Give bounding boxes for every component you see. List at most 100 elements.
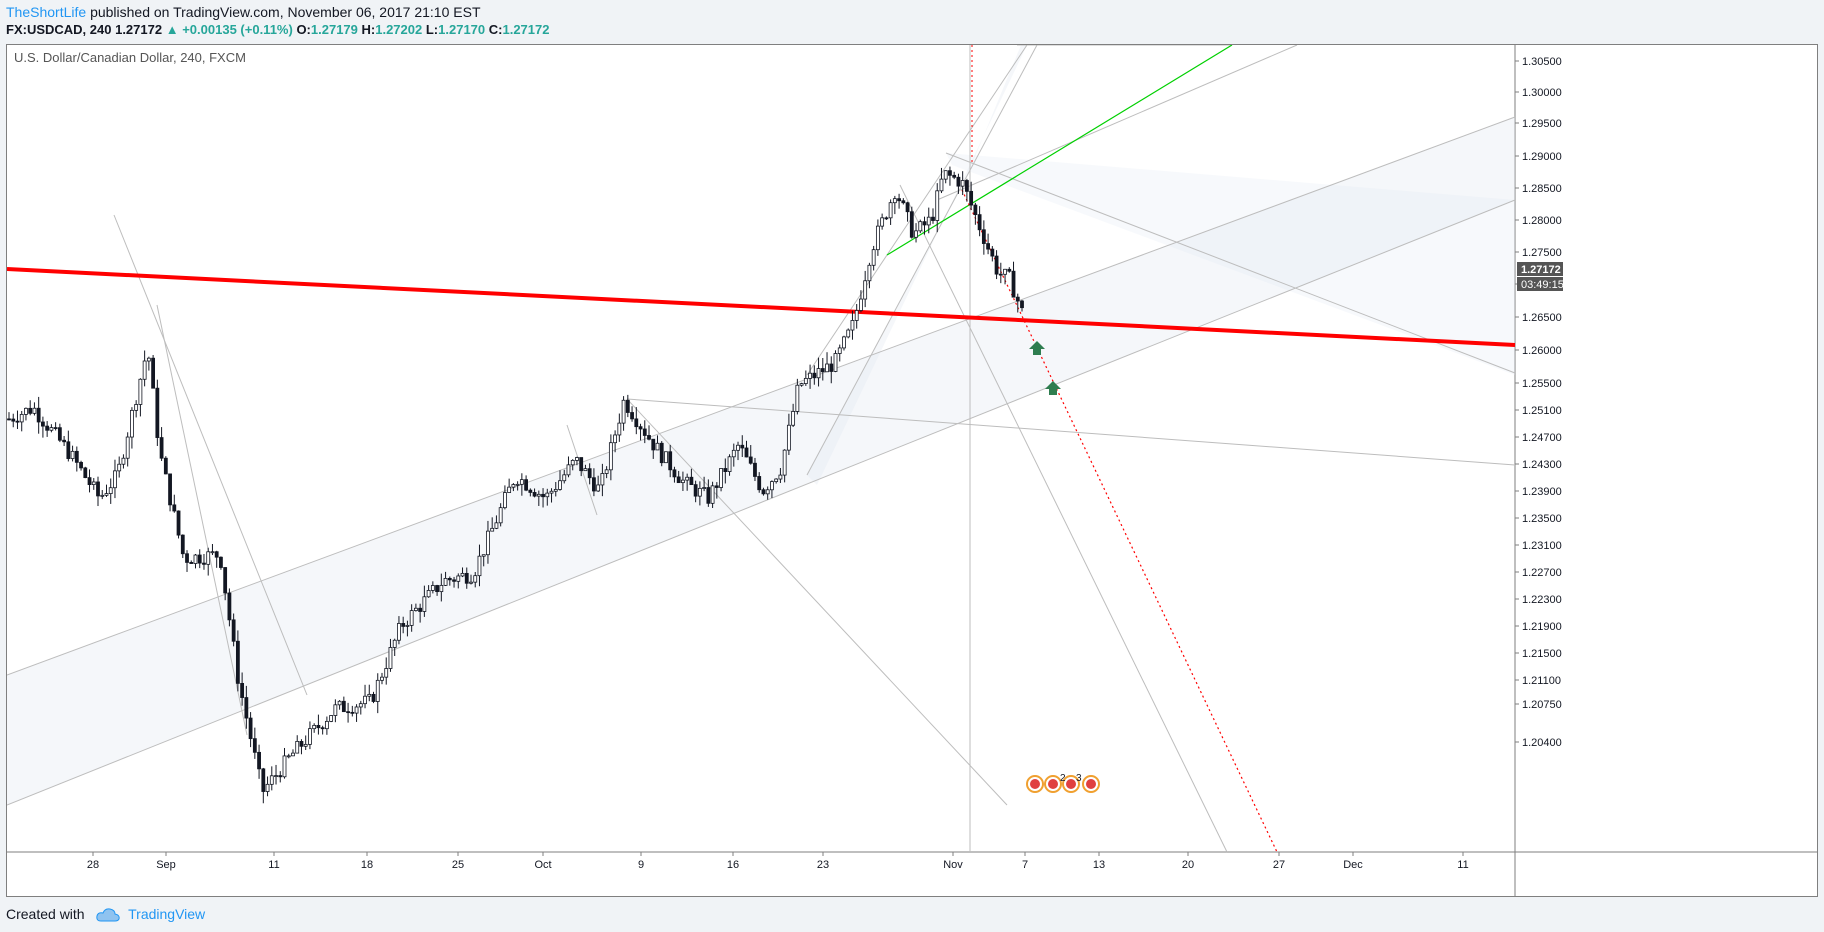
event-count-1: 3 xyxy=(1076,773,1082,784)
steep-channel-fill xyxy=(807,45,1027,485)
candle-body-161 xyxy=(689,476,694,486)
candle-body-134 xyxy=(575,457,579,461)
candle-body-30 xyxy=(134,404,139,411)
footer: Created with TradingView xyxy=(6,906,205,926)
author-link[interactable]: TheShortLife xyxy=(6,4,87,20)
candle-body-204 xyxy=(871,249,876,266)
candle-body-175 xyxy=(748,456,753,464)
candle-body-82 xyxy=(354,706,359,714)
candle-body-60 xyxy=(261,768,266,792)
candle-body-122 xyxy=(524,479,528,491)
candle-body-150 xyxy=(642,428,647,436)
candle-body-158 xyxy=(676,476,681,484)
y-tick-label-3: 1.29000 xyxy=(1522,151,1562,163)
candle-body-168 xyxy=(719,468,723,488)
candle-body-29 xyxy=(130,409,134,438)
candle-body-101 xyxy=(435,585,439,593)
candle-body-78 xyxy=(337,700,342,706)
candle-body-162 xyxy=(693,484,698,497)
candle-body-54 xyxy=(235,640,240,684)
candle-body-131 xyxy=(562,474,567,482)
candle-body-187 xyxy=(799,383,804,386)
y-tick-label-23: 1.20400 xyxy=(1522,737,1562,749)
x-tick-label-3: 18 xyxy=(361,859,373,871)
candle-body-86 xyxy=(371,693,376,702)
candle-body-12 xyxy=(57,427,62,441)
candle-body-215 xyxy=(918,221,923,232)
candle-body-37 xyxy=(163,457,168,475)
candle-body-53 xyxy=(231,619,236,642)
open-value: 1.27179 xyxy=(310,22,358,37)
candle-body-98 xyxy=(422,596,427,612)
x-tick-label-11: 13 xyxy=(1093,859,1105,871)
candle-body-180 xyxy=(770,481,774,491)
publish-info: TheShortLife published on TradingView.co… xyxy=(6,4,481,20)
candle-body-25 xyxy=(113,470,117,489)
candle-body-188 xyxy=(803,377,808,384)
y-tick-label-12: 1.24700 xyxy=(1522,432,1562,444)
candle-body-142 xyxy=(608,442,613,471)
main-channel-fill xyxy=(7,117,1515,805)
chart-area[interactable]: U.S. Dollar/Canadian Dollar, 240, FXCM 23… xyxy=(6,44,1818,897)
candle-body-182 xyxy=(778,474,783,480)
candle-body-91 xyxy=(392,639,397,648)
y-tick-label-8: 1.26500 xyxy=(1522,312,1562,324)
candle-body-49 xyxy=(214,551,219,558)
candle-body-211 xyxy=(901,200,906,204)
candle-body-176 xyxy=(753,462,757,477)
high-value: 1.27202 xyxy=(375,22,423,37)
candle-body-6 xyxy=(32,407,37,414)
candle-body-112 xyxy=(481,554,486,557)
candle-body-164 xyxy=(702,487,707,489)
candle-body-118 xyxy=(507,486,512,493)
x-tick-label-6: 9 xyxy=(638,859,644,871)
candle-body-38 xyxy=(168,473,172,506)
candle-body-22 xyxy=(100,494,105,497)
candle-body-197 xyxy=(842,336,846,349)
candle-body-55 xyxy=(240,683,245,698)
candle-body-214 xyxy=(914,230,918,238)
candle-body-126 xyxy=(541,493,545,498)
candle-body-7 xyxy=(36,407,41,423)
candle-body-226 xyxy=(964,180,969,192)
change-up-icon: ▲ xyxy=(165,22,179,37)
symbol-info: FX:USDCAD, 240 1.27172 ▲ +0.00135 (+0.11… xyxy=(6,22,549,38)
candle-body-99 xyxy=(426,590,431,598)
candle-body-103 xyxy=(443,577,448,586)
candle-body-163 xyxy=(697,487,702,497)
candle-body-77 xyxy=(333,704,338,716)
candle-body-3 xyxy=(19,414,24,423)
candle-body-179 xyxy=(765,489,770,495)
candle-body-123 xyxy=(528,489,533,493)
candle-body-111 xyxy=(477,555,482,577)
candle-body-196 xyxy=(837,347,842,354)
candle-body-113 xyxy=(486,530,490,556)
candle-body-129 xyxy=(553,489,558,492)
candle-body-231 xyxy=(986,243,990,250)
candle-body-63 xyxy=(274,775,278,777)
green-arrow-icon-1 xyxy=(1045,381,1061,395)
candle-body-4 xyxy=(24,407,28,415)
candle-body-45 xyxy=(197,554,202,564)
candle-body-106 xyxy=(456,575,461,582)
x-tick-label-2: 11 xyxy=(268,859,279,871)
candle-body-151 xyxy=(647,435,651,440)
candle-body-227 xyxy=(969,190,974,206)
candle-body-135 xyxy=(579,457,584,472)
candle-body-104 xyxy=(447,577,452,581)
candle-body-1 xyxy=(11,418,16,422)
candle-body-42 xyxy=(185,553,189,563)
event-count-0: 2 xyxy=(1060,773,1066,784)
candle-body-220 xyxy=(939,178,944,192)
candle-body-18 xyxy=(83,467,88,479)
published-text: published on TradingView.com, November 0… xyxy=(90,4,481,20)
chart-svg[interactable]: U.S. Dollar/Canadian Dollar, 240, FXCM 23… xyxy=(7,45,1817,896)
event-flag-icon-3 xyxy=(1086,779,1096,789)
candle-body-178 xyxy=(761,489,766,495)
candle-body-212 xyxy=(905,202,910,213)
tradingview-link[interactable]: TradingView xyxy=(128,906,206,922)
candle-body-152 xyxy=(651,438,656,451)
candle-body-217 xyxy=(926,216,931,226)
candle-body-51 xyxy=(223,567,228,594)
candle-body-69 xyxy=(299,741,304,747)
